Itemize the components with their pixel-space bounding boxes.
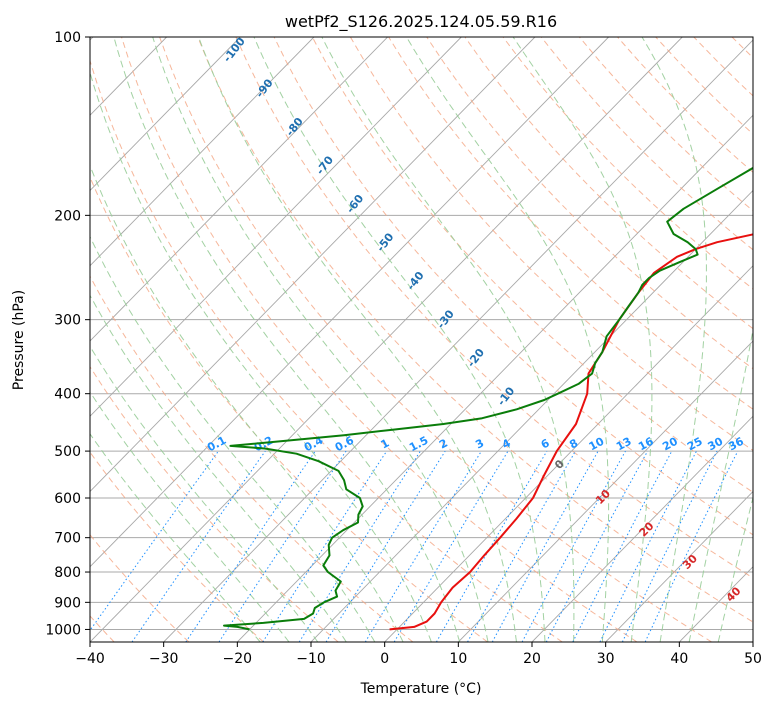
y-tick-label: 200 <box>54 208 81 224</box>
y-tick-label: 900 <box>54 595 81 611</box>
mixing-ratio-line <box>599 450 697 642</box>
mixing-ratio-label: 20 <box>660 435 680 454</box>
dry-adiabat-line <box>90 175 488 642</box>
mixing-ratio-line <box>298 450 421 642</box>
mixing-ratio-line <box>218 450 347 642</box>
isotherm-line <box>90 37 609 568</box>
moist-adiabat-line <box>90 164 404 642</box>
x-tick-label: −30 <box>149 651 179 667</box>
mixing-ratio-label: 25 <box>685 435 705 454</box>
isotherm-line <box>605 490 753 642</box>
mixing-ratio-line <box>491 450 599 642</box>
plot-frame <box>89 36 754 643</box>
isotherm-line <box>90 37 241 192</box>
moist-adiabat-line <box>688 327 753 642</box>
x-tick-label: 0 <box>380 651 389 667</box>
isotherm-line <box>531 415 753 642</box>
dry-adiabat-line <box>90 365 339 642</box>
moist-adiabat-line <box>152 37 489 642</box>
isotherm-line <box>90 37 683 642</box>
isotherm-line <box>310 189 753 642</box>
y-axis-label: Pressure (hPa) <box>11 290 27 390</box>
mixing-ratio-line <box>262 450 388 642</box>
moist-adiabat-line <box>406 37 610 642</box>
y-tick-label: 500 <box>54 444 81 460</box>
moist-adiabat-line <box>641 37 707 642</box>
y-tick-label: 800 <box>54 565 81 581</box>
mixing-ratio-line <box>364 450 482 642</box>
isotherm-line <box>90 37 462 417</box>
mixing-ratio-line <box>467 450 576 642</box>
isotherm-line <box>237 114 753 642</box>
x-tick-label: 10 <box>449 651 467 667</box>
moist-adiabat-line <box>90 345 319 642</box>
x-tick-label: 30 <box>597 651 615 667</box>
dry-adiabat-line <box>121 37 638 642</box>
dry-adiabat-line <box>388 37 753 410</box>
y-tick-label: 700 <box>54 531 81 547</box>
mixing-ratio-label: 13 <box>614 435 634 454</box>
moist-adiabat-line <box>512 37 653 642</box>
moist-adiabat-line <box>253 37 546 642</box>
mixing-ratio-line <box>545 450 649 642</box>
isotherm-line <box>90 37 388 342</box>
x-tick-label: −10 <box>296 651 326 667</box>
isotherm-line <box>384 265 753 642</box>
moist-adiabat-line <box>321 37 575 642</box>
dry-adiabat-line <box>273 37 753 536</box>
isotherm-line <box>90 37 315 267</box>
mixing-ratio-line <box>521 450 626 642</box>
dry-adiabat-line <box>90 275 414 642</box>
y-tick-label: 100 <box>54 30 81 46</box>
x-tick-label: −20 <box>223 651 253 667</box>
mixing-ratio-label: 16 <box>636 435 656 454</box>
y-tick-label: 300 <box>54 313 81 329</box>
mixing-ratio-label: 10 <box>587 435 607 454</box>
x-tick-label: 50 <box>744 651 762 667</box>
dry-adiabat-line <box>197 37 753 623</box>
y-axis: 100 200 300 400 500 600 700 800 900 1000 <box>45 30 90 638</box>
isotherm-line <box>163 39 753 642</box>
moist-adiabat-line <box>90 432 261 642</box>
dry-adiabat-line <box>311 37 753 493</box>
series-layer <box>223 166 753 631</box>
isotherm-line <box>458 340 753 642</box>
isotherm-line <box>90 37 536 493</box>
chart-title: wetPf2_S126.2025.124.05.59.R16 <box>285 12 557 32</box>
moist-adiabat-line <box>113 37 461 642</box>
moist-adiabat-line <box>198 37 517 642</box>
moist-adiabat-line <box>90 70 432 642</box>
x-tick-label: −40 <box>75 651 105 667</box>
dry-adiabat-line <box>90 58 563 642</box>
y-tick-label: 600 <box>54 491 81 507</box>
y-tick-label: 400 <box>54 387 81 403</box>
x-axis-label: Temperature (°C) <box>360 681 482 697</box>
x-axis: −40 −30 −20 −10 0 10 20 30 40 50 <box>75 642 762 667</box>
mixing-ratio-line <box>131 450 266 642</box>
dry-adiabat-line <box>349 37 753 452</box>
moist-adiabat-line <box>90 391 290 642</box>
moist-adiabat-line <box>90 235 376 642</box>
mixing-ratio-label: 30 <box>706 435 726 454</box>
x-tick-label: 40 <box>670 651 688 667</box>
dry-adiabat-line <box>426 37 753 370</box>
dewpoint-line <box>223 166 753 631</box>
y-tick-label: 1000 <box>45 622 81 638</box>
mixing-ratio-line <box>621 450 718 642</box>
mixing-ratio-line <box>90 450 219 632</box>
mixing-ratio-label: 36 <box>726 435 746 454</box>
background-grid <box>90 37 753 642</box>
dry-adiabat-line <box>90 451 264 642</box>
x-tick-label: 20 <box>523 651 541 667</box>
dry-adiabat-line <box>235 37 753 579</box>
mixing-ratio-line <box>185 450 316 642</box>
